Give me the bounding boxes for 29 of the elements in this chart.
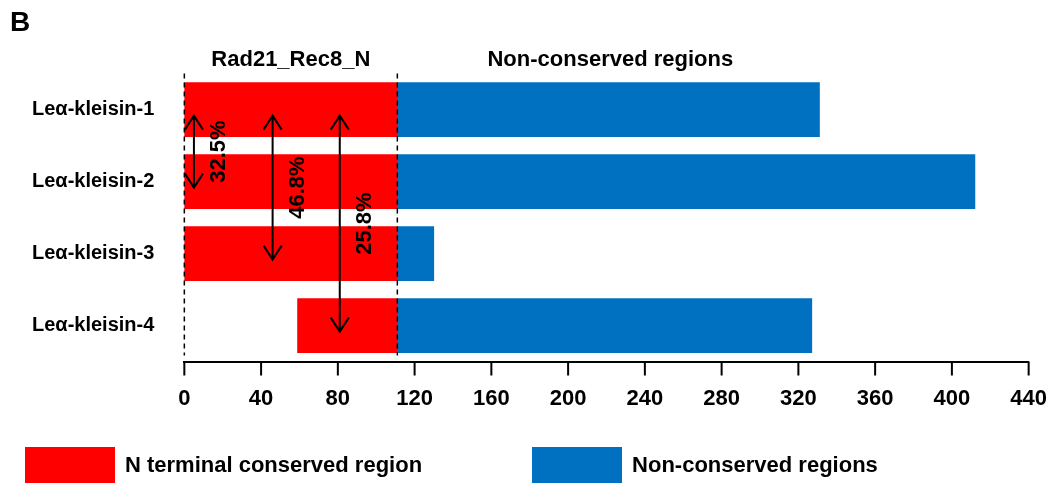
bar — [297, 298, 398, 353]
bar — [397, 82, 820, 137]
x-tick-label: 280 — [703, 384, 740, 410]
x-tick-label: 440 — [1010, 384, 1048, 410]
y-tick-label: Leα-kleisin-4 — [31, 313, 156, 336]
text: Non-conserved regions — [487, 45, 734, 71]
x-tick-label: 160 — [473, 384, 510, 410]
x-tick-label: 40 — [248, 384, 274, 410]
y-tick-label: Leα-kleisin-2 — [31, 169, 155, 192]
annotation: 25.8% — [351, 192, 377, 255]
legend-label: N terminal conserved region — [125, 452, 423, 478]
x-tick-label: 80 — [325, 384, 351, 410]
annotation: 32.5% — [205, 120, 231, 183]
legend-label: Non-conserved regions — [632, 452, 878, 478]
bar — [397, 226, 435, 281]
annotation: 46.8% — [284, 156, 310, 219]
x-tick-label: 240 — [626, 384, 664, 410]
x-tick-label: 120 — [396, 384, 433, 410]
x-tick-label: 360 — [856, 384, 894, 410]
x-tick-label: 200 — [549, 384, 587, 410]
x-tick-label: 0 — [178, 384, 191, 410]
bar — [397, 298, 813, 353]
x-tick-label: 400 — [933, 384, 971, 410]
x-tick-label: 320 — [780, 384, 817, 410]
text: Rad21_Rec8_N — [211, 45, 371, 71]
bar — [397, 154, 976, 209]
chart-title: B — [10, 5, 31, 37]
y-tick-label: Leα-kleisin-3 — [31, 241, 155, 264]
y-tick-label: Leα-kleisin-1 — [31, 97, 155, 120]
